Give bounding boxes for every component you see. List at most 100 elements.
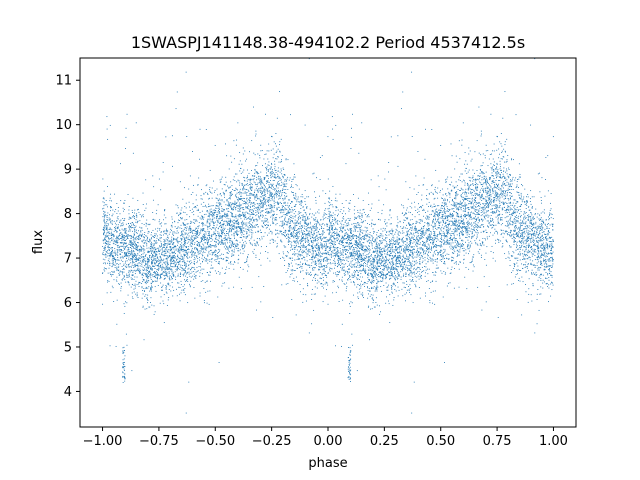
data-point: [526, 227, 528, 229]
data-point: [367, 269, 369, 271]
data-point: [494, 197, 495, 198]
data-point: [213, 214, 215, 216]
data-point: [182, 286, 184, 287]
data-point: [131, 254, 133, 256]
data-point: [173, 238, 175, 240]
data-point: [432, 230, 434, 232]
data-point: [268, 150, 270, 152]
data-point: [368, 192, 369, 194]
data-point: [347, 273, 349, 275]
data-point: [510, 179, 512, 181]
data-point: [476, 183, 478, 185]
data-point: [318, 260, 320, 261]
data-point: [194, 237, 196, 239]
data-point: [133, 270, 135, 272]
data-point: [525, 217, 527, 218]
data-point: [386, 244, 388, 246]
data-point: [192, 275, 194, 277]
data-point: [545, 224, 547, 226]
data-point: [231, 244, 233, 246]
data-point: [497, 136, 498, 138]
data-point: [335, 272, 337, 274]
data-point: [397, 243, 399, 245]
data-point: [463, 227, 465, 229]
data-point: [153, 247, 155, 249]
data-point: [160, 241, 162, 243]
data-point: [251, 140, 253, 142]
data-point: [358, 270, 360, 272]
data-point: [156, 260, 158, 262]
data-point: [354, 270, 356, 271]
data-point: [149, 248, 151, 250]
data-point: [111, 248, 113, 250]
data-point: [240, 198, 242, 200]
data-point: [242, 213, 244, 215]
data-point: [467, 171, 469, 173]
data-point: [218, 212, 220, 214]
data-point: [398, 242, 400, 244]
data-point: [393, 257, 394, 259]
data-point: [175, 248, 177, 250]
data-point: [178, 262, 179, 264]
data-point: [149, 290, 151, 292]
data-point: [219, 236, 221, 238]
data-point: [108, 231, 110, 233]
data-point: [524, 203, 526, 205]
data-point: [171, 247, 173, 249]
data-point: [134, 244, 136, 246]
data-point: [453, 253, 455, 254]
data-point: [348, 207, 350, 209]
data-point: [337, 247, 339, 248]
data-point: [211, 214, 213, 216]
data-point: [436, 208, 438, 210]
data-point: [548, 219, 550, 221]
data-point: [351, 228, 352, 230]
data-point: [467, 224, 469, 226]
data-point: [113, 240, 115, 242]
data-point: [162, 259, 164, 261]
data-point: [136, 259, 138, 261]
data-point: [538, 248, 540, 250]
data-point: [458, 215, 460, 217]
data-point: [525, 266, 527, 268]
data-point: [390, 255, 392, 257]
data-point: [297, 227, 299, 229]
data-point: [447, 241, 449, 243]
data-point: [207, 226, 209, 228]
data-point: [369, 291, 371, 292]
data-point: [203, 268, 205, 270]
data-point: [174, 256, 176, 258]
data-point: [328, 229, 330, 231]
data-point: [324, 202, 326, 204]
data-point: [328, 207, 330, 209]
data-point: [290, 247, 292, 249]
data-point: [119, 263, 121, 265]
data-point: [180, 237, 182, 239]
data-point: [372, 270, 374, 271]
data-point: [539, 218, 541, 220]
data-point: [374, 259, 375, 260]
data-point: [229, 206, 231, 208]
data-point: [330, 247, 332, 249]
data-point: [121, 252, 123, 253]
data-point: [485, 203, 487, 205]
data-point: [395, 249, 396, 251]
data-point: [519, 247, 521, 249]
data-point: [369, 232, 371, 233]
data-point: [430, 281, 432, 283]
data-point: [137, 252, 139, 254]
data-point: [416, 237, 417, 239]
data-point: [119, 253, 121, 255]
data-point: [187, 248, 189, 250]
data-point: [238, 224, 240, 226]
data-point: [283, 186, 285, 188]
data-point: [479, 220, 480, 222]
data-point: [189, 275, 191, 277]
data-point: [190, 245, 192, 247]
data-point: [139, 258, 141, 260]
data-point: [385, 257, 387, 258]
data-point: [156, 240, 157, 242]
data-point: [446, 231, 448, 233]
data-point: [387, 263, 389, 265]
data-point: [249, 243, 251, 245]
